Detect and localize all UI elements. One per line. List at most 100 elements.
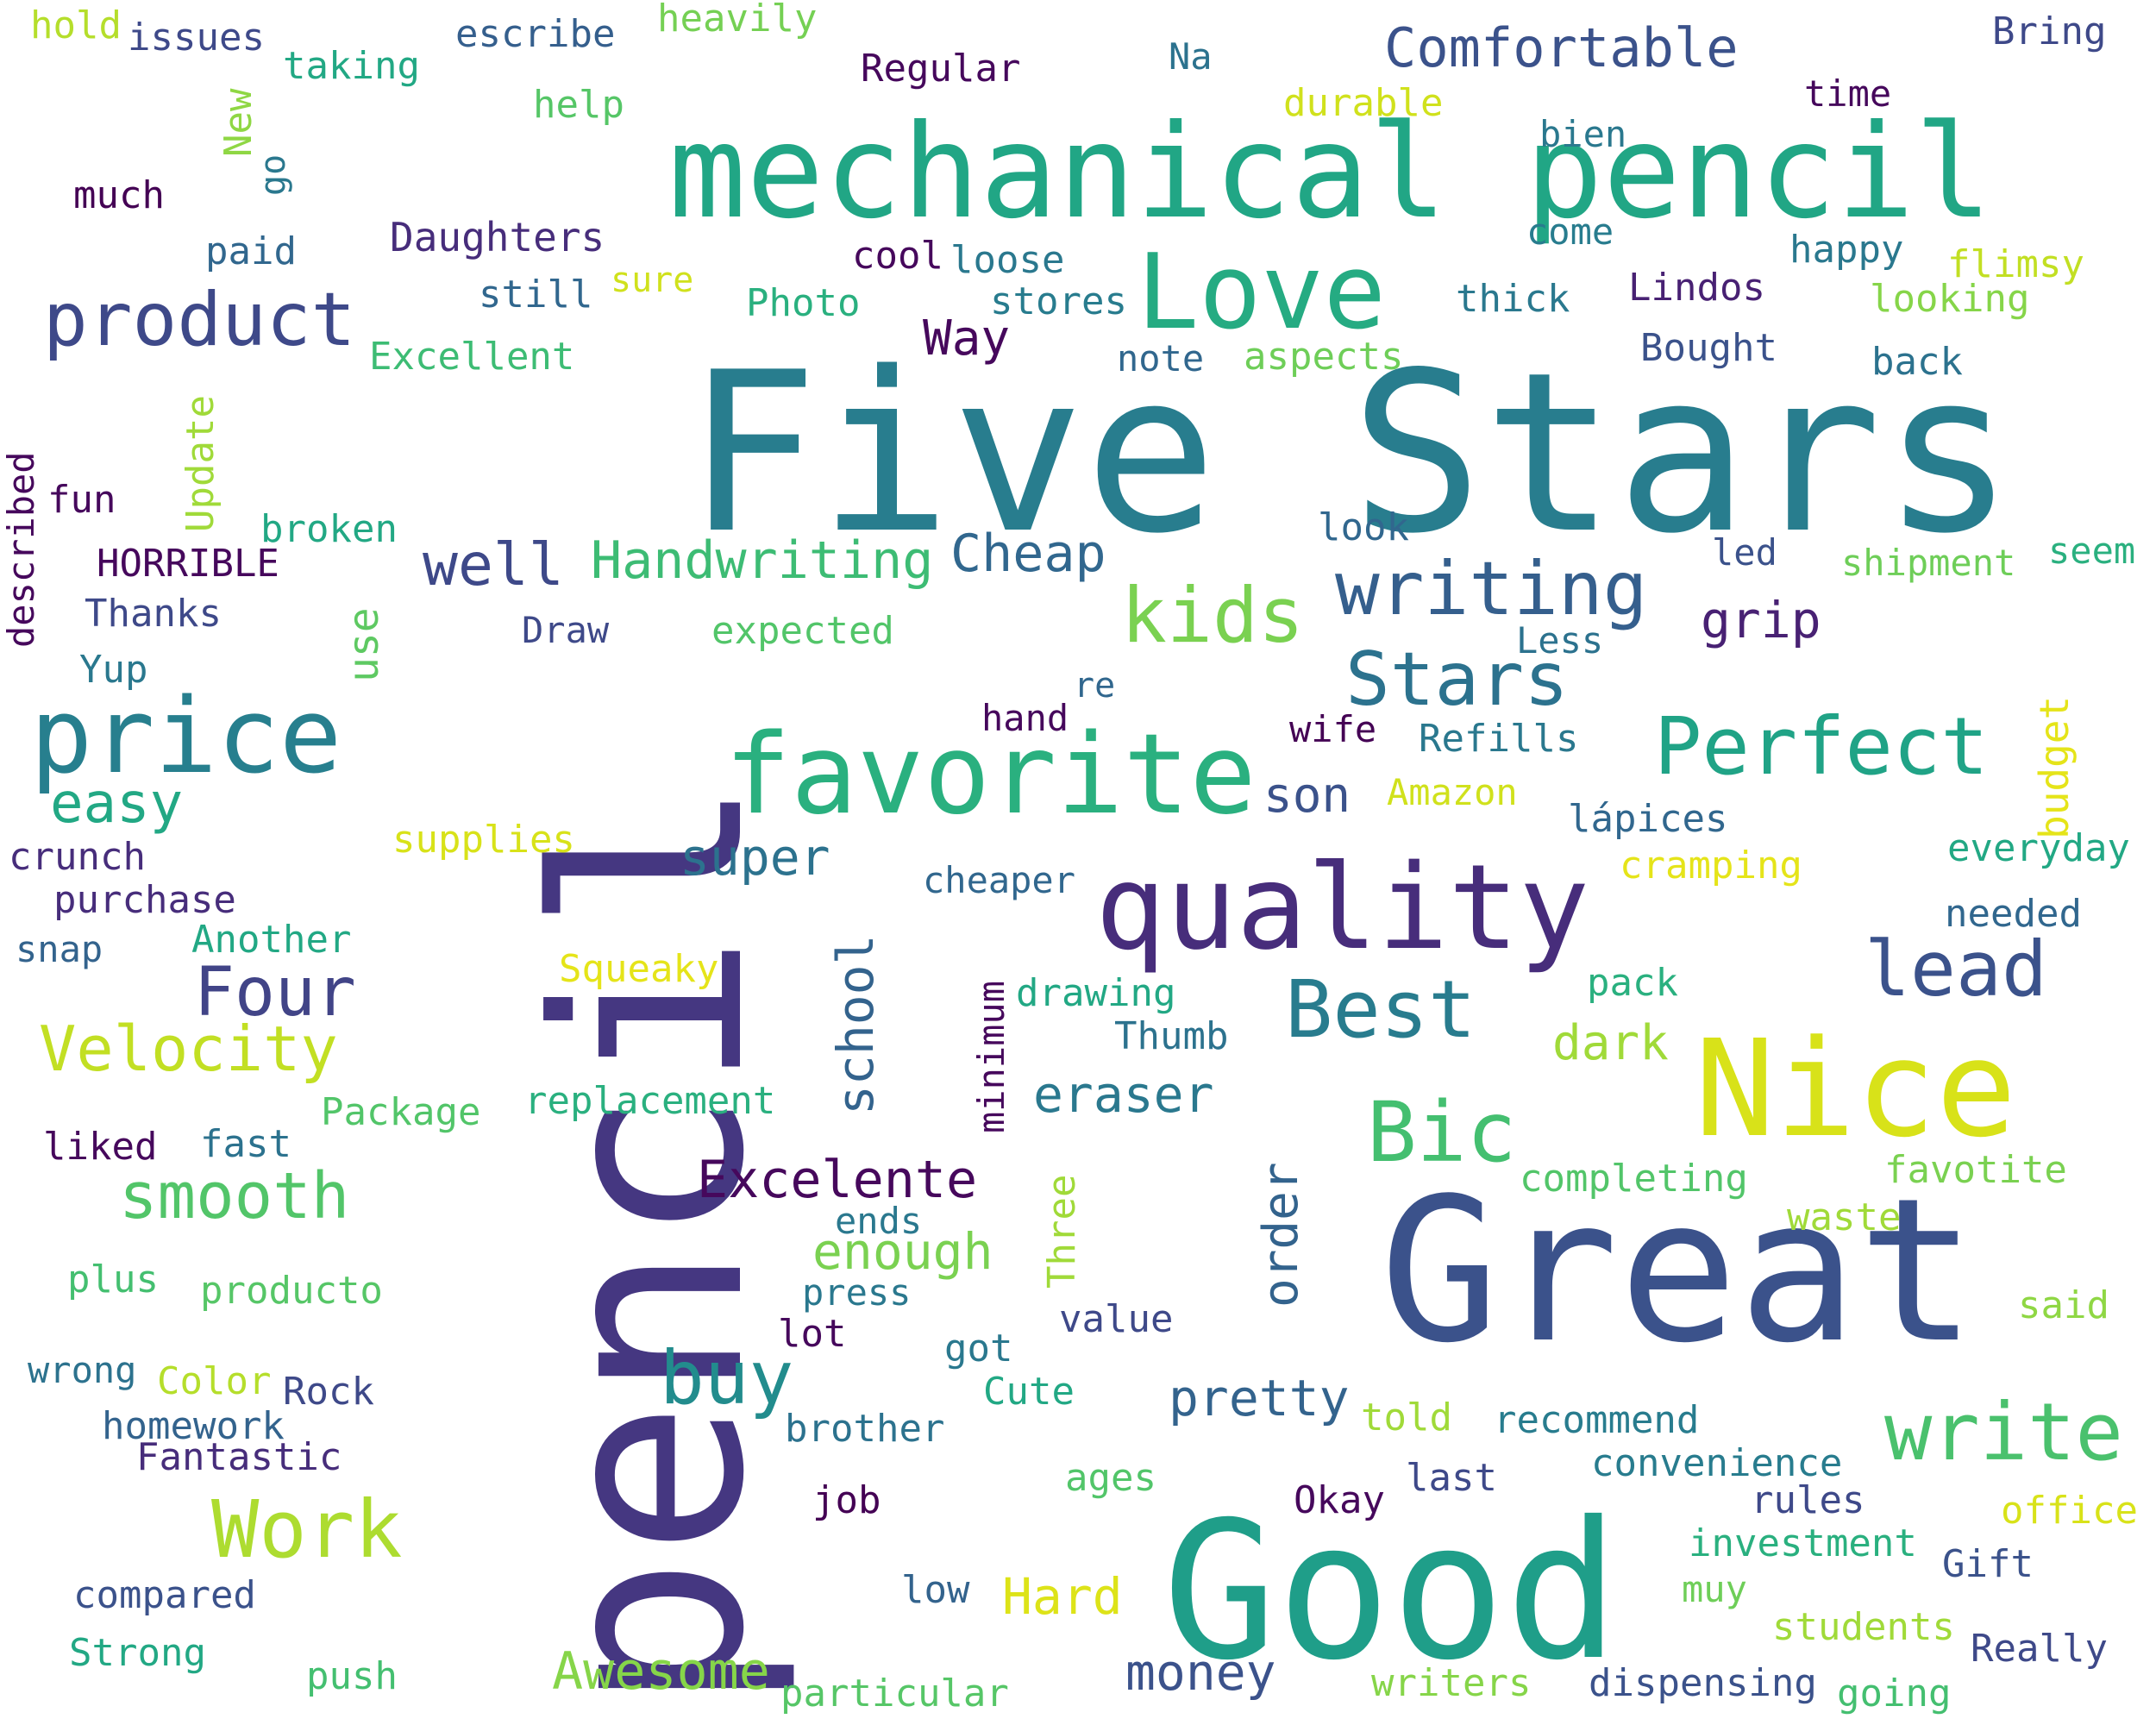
word: crunch (9, 835, 146, 879)
word: Three (1040, 1174, 1084, 1289)
word: much (73, 173, 165, 217)
word: enough (812, 1222, 993, 1281)
word: Rock (283, 1370, 374, 1414)
word: smooth (119, 1159, 350, 1233)
word: Update (179, 395, 222, 532)
word: told (1361, 1396, 1452, 1440)
word: Bic (1367, 1084, 1517, 1181)
word: Thanks (85, 592, 222, 636)
word: cheaper (923, 859, 1076, 901)
word: supplies (392, 818, 575, 862)
word: Love (1137, 233, 1386, 353)
word: wrong (28, 1349, 137, 1391)
word: last (1406, 1456, 1497, 1500)
word: waste (1787, 1195, 1902, 1239)
word: product (43, 277, 356, 363)
word: snap (16, 928, 103, 970)
word: kids (1121, 571, 1304, 660)
word: Thumb (1114, 1014, 1229, 1058)
word: Five Stars (686, 325, 2015, 582)
word: look (1318, 505, 1409, 549)
word: Great (1380, 1157, 1977, 1387)
word: minimum (970, 980, 1012, 1133)
word: got (944, 1327, 1013, 1371)
word: still (479, 273, 593, 317)
word: son (1263, 768, 1351, 824)
word: Regular (861, 47, 1021, 91)
word: writers (1371, 1661, 1532, 1705)
word: purchase (53, 878, 236, 922)
word: order (1253, 1162, 1309, 1308)
word: completing (1520, 1157, 1748, 1201)
word: office (2001, 1489, 2138, 1533)
word: flimsy (1947, 242, 2084, 286)
word: Comfortable (1384, 16, 1739, 79)
word: Yup (79, 648, 148, 692)
word: money (1125, 1643, 1276, 1702)
word: bien (1539, 113, 1627, 155)
word: expected (711, 609, 894, 653)
word: Cute (983, 1370, 1075, 1414)
word: fast (200, 1122, 291, 1166)
word: homework (102, 1404, 285, 1448)
word: Fantastic (136, 1435, 342, 1479)
word: convenience (1591, 1441, 1843, 1485)
word: ages (1065, 1456, 1156, 1500)
word: Less (1516, 619, 1604, 662)
word: quality (1095, 840, 1590, 976)
word: compared (73, 1573, 256, 1617)
word: investment (1689, 1521, 1917, 1565)
word: super (680, 828, 830, 887)
word: press (802, 1271, 912, 1314)
word: Four (194, 954, 356, 1032)
word: Daughters (390, 214, 605, 260)
word: eraser (1033, 1065, 1214, 1124)
word: Best (1285, 963, 1476, 1056)
word: Excellent (369, 335, 575, 379)
word: led (1712, 531, 1777, 574)
word: taking (283, 44, 420, 88)
word: going (1837, 1672, 1952, 1716)
word: stores (990, 279, 1127, 323)
word: replacement (524, 1079, 776, 1123)
word: well (423, 531, 564, 599)
word: note (1117, 337, 1205, 380)
word: writing (1335, 546, 1648, 632)
word: Excelente (697, 1150, 978, 1210)
word: hand (981, 697, 1069, 739)
word: write (1884, 1386, 2123, 1478)
word: mechanical pencil (668, 97, 1993, 248)
word: buy (660, 1335, 794, 1421)
word: Bring (1992, 9, 2107, 53)
word: Way (923, 310, 1011, 367)
word: issues (128, 16, 265, 60)
word: back (1871, 340, 1963, 384)
word: Strong (69, 1631, 206, 1675)
word: producto (200, 1269, 383, 1313)
word: Really (1971, 1627, 2108, 1671)
word: budget (2031, 695, 2078, 839)
word: Another (191, 918, 352, 962)
word: pack (1587, 961, 1678, 1005)
word: brother (785, 1407, 945, 1451)
word: described (0, 451, 42, 648)
word: Nice (1695, 1011, 2017, 1167)
word: price (30, 677, 342, 797)
word: lot (778, 1312, 847, 1356)
word: particular (780, 1672, 1009, 1716)
word: Perfect (1654, 700, 1989, 793)
word: help (533, 83, 624, 127)
word: cool (852, 234, 943, 278)
word: hold (30, 3, 122, 47)
word: time (1804, 72, 1892, 115)
word: Squeaky (559, 947, 719, 991)
word: re (1074, 666, 1116, 706)
word: Good (1163, 1481, 1620, 1702)
word: Refills (1419, 717, 1579, 761)
word: lápices (1568, 797, 1728, 841)
word: dark (1552, 1015, 1669, 1071)
word: heavily (657, 0, 818, 41)
word: Hard (1002, 1567, 1123, 1626)
word: seem (2048, 530, 2136, 572)
word: Na (1169, 35, 1213, 78)
